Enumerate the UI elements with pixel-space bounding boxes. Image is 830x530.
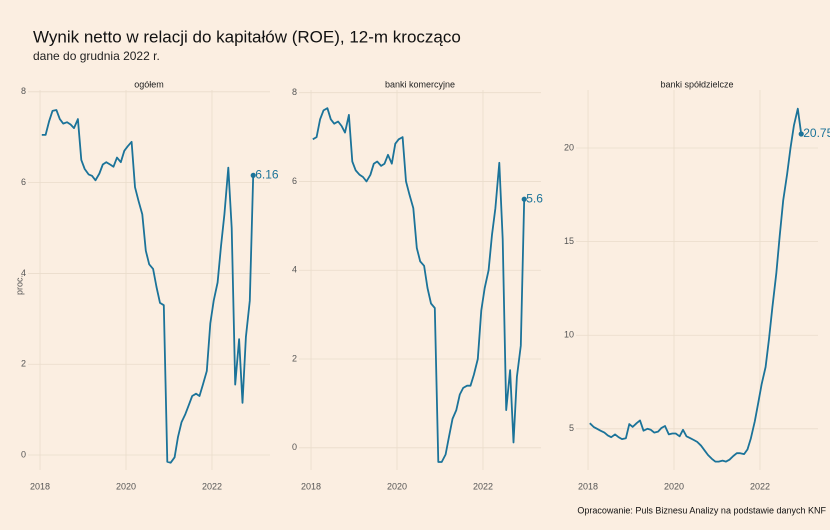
value-label: 5.6 [526,191,543,205]
y-tick-label: 20 [564,142,574,152]
end-point [250,172,256,178]
chart-subtitle: dane do grudnia 2022 r. [33,49,160,63]
x-tick-label: 2020 [387,481,407,491]
y-axis-label: proc. [14,275,24,295]
y-tick-label: 4 [21,268,26,278]
y-tick-label: 6 [21,177,26,187]
value-label: 20.75 [803,126,830,140]
panel-title: banki komercyjne [385,79,455,89]
y-tick-label: 4 [292,265,297,275]
data-line [41,109,255,464]
panel-title: ogółem [134,79,164,89]
end-point [521,196,527,202]
x-tick-label: 2018 [30,481,50,491]
x-tick-label: 2020 [664,481,684,491]
data-line [312,107,526,463]
y-tick-label: 5 [569,423,574,433]
y-tick-label: 6 [292,176,297,186]
y-tick-label: 2 [292,353,297,363]
x-tick-label: 2022 [473,481,493,491]
y-tick-label: 8 [21,86,26,96]
y-tick-label: 8 [292,87,297,97]
y-tick-label: 0 [21,449,26,459]
data-line [589,107,803,463]
x-tick-label: 2018 [301,481,321,491]
caption: Opracowanie: Puls Biznesu Analizy na pod… [577,505,826,515]
x-tick-label: 2020 [116,481,136,491]
y-tick-label: 10 [564,330,574,340]
y-tick-label: 2 [21,359,26,369]
end-point [798,131,804,137]
x-tick-label: 2022 [750,481,770,491]
chart-title: Wynik netto w relacji do kapitałów (ROE)… [33,27,461,46]
value-label: 6.16 [255,168,279,182]
x-tick-label: 2018 [578,481,598,491]
y-tick-label: 0 [292,442,297,452]
y-tick-label: 15 [564,236,574,246]
x-tick-label: 2022 [202,481,222,491]
panel-title: banki spółdzielcze [660,79,733,89]
